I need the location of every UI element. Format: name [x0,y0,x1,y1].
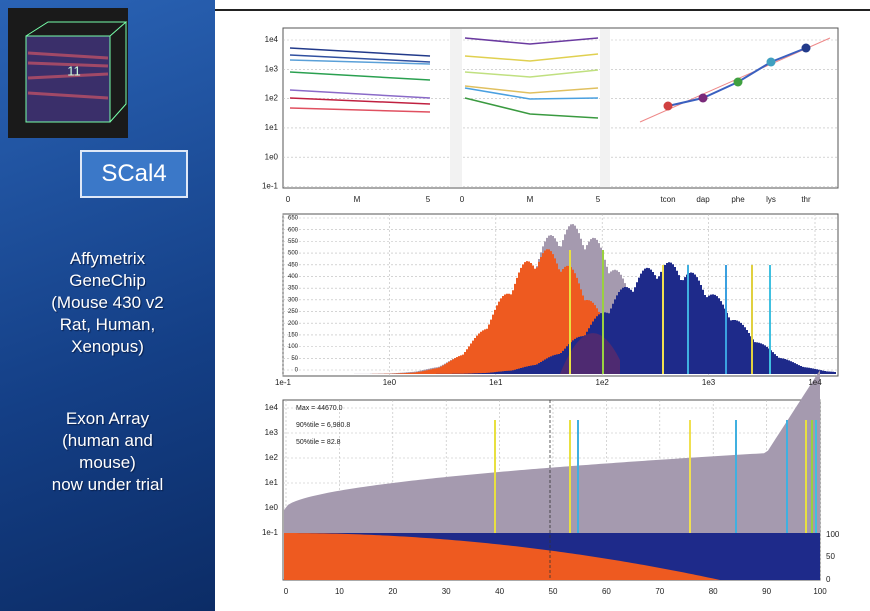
x-tick-label: 10 [335,587,344,596]
x-tick-label: 1e4 [808,378,822,387]
y-tick-label: 500 [288,251,299,257]
x-tick-label: M [354,195,361,204]
x-tick-label: 30 [442,587,451,596]
y-tick-label: 1e3 [265,64,279,73]
x-tick-label: 40 [495,587,504,596]
x-tick-label: 1e0 [383,378,397,387]
y-tick-label: 1e2 [265,94,279,103]
x-tick-label: 20 [388,587,397,596]
y-tick-label: 1e3 [265,428,279,437]
marker [699,94,708,103]
x-tick-label: 80 [709,587,718,596]
x-tick-label: 60 [602,587,611,596]
panel-gap [600,29,610,187]
x-tick-label: 90 [762,587,771,596]
y2-tick-label: 50 [826,552,835,561]
x-tick-label: 1e-1 [275,378,292,387]
y-tick-label: 250 [288,309,299,315]
x-tick-label: thr [801,195,811,204]
x-tick-label: 100 [813,587,827,596]
y-tick-label: 1e-1 [262,182,279,191]
y-tick-label: 1e-1 [262,528,279,537]
x-tick-label: tcon [660,195,675,204]
y-tick-label: 1e1 [265,478,279,487]
marker [664,102,673,111]
y-tick-label: 400 [288,274,299,280]
y-tick-label: 1e4 [265,35,279,44]
y-tick-label: 300 [288,297,299,303]
x-tick-label: 5 [426,195,431,204]
x-tick-label: 0 [460,195,465,204]
x-tick-label: 1e1 [489,378,503,387]
x-tick-label: lys [766,195,776,204]
panel-gap [450,29,462,187]
y-tick-label: 550 [288,239,299,245]
marker [802,44,811,53]
y-tick-label: 1e0 [265,503,279,512]
annotation: 50%tile = 82.8 [296,439,341,446]
x-tick-label: 1e3 [702,378,716,387]
y-tick-label: 50 [291,356,298,362]
marker [767,58,776,67]
x-tick-label: 50 [549,587,558,596]
y-tick-label: 450 [288,262,299,268]
x-tick-label: 0 [286,195,291,204]
annotation: 90%tile = 6,980.8 [296,422,350,429]
y-tick-label: 100 [288,344,299,350]
marker [734,78,743,87]
y-tick-label: 1e1 [265,123,279,132]
y-tick-label: 1e4 [265,403,279,412]
y-tick-label: 350 [288,286,299,292]
x-tick-label: dap [696,195,710,204]
y-tick-label: 650 [288,216,299,222]
y-tick-label: 150 [288,333,299,339]
charts: 1e41e31e21e11e01e-10M50M5tcondapphelysth… [0,0,870,611]
y2-tick-label: 100 [826,530,840,539]
x-tick-label: 0 [284,587,289,596]
y-tick-label: 200 [288,321,299,327]
y-tick-label: 1e0 [265,152,279,161]
x-tick-label: 70 [655,587,664,596]
x-tick-label: 1e2 [596,378,610,387]
x-tick-label: phe [731,195,745,204]
y-tick-label: 1e2 [265,453,279,462]
y2-tick-label: 0 [826,575,831,584]
y-tick-label: 600 [288,227,299,233]
x-tick-label: M [527,195,534,204]
x-tick-label: 5 [596,195,601,204]
annotation: Max = 44670.0 [296,405,343,412]
